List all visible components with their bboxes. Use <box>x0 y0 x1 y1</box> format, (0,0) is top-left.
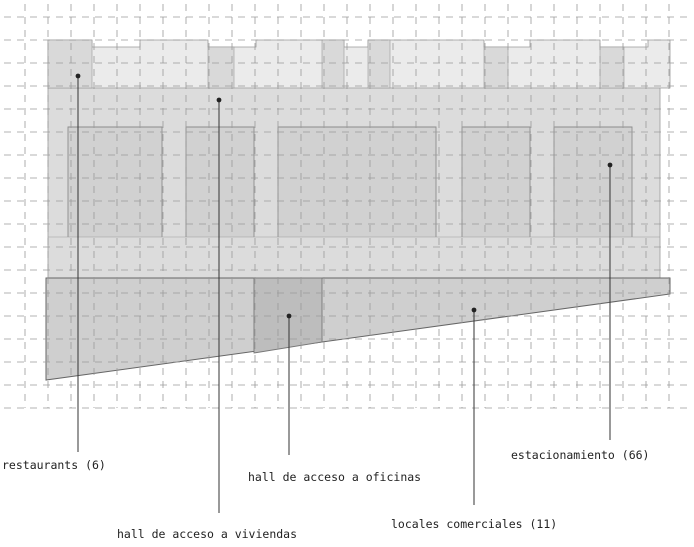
dashed-grid <box>4 4 690 409</box>
callout-dot <box>216 97 222 103</box>
callout-restaurants <box>75 73 81 452</box>
top-band-block-4 <box>367 39 391 89</box>
room-5 <box>553 126 633 237</box>
callout-dot <box>286 313 292 319</box>
label-locales: locales comerciales (11) <box>391 517 557 531</box>
labels: restaurants (6) hall de acceso a viviend… <box>2 448 649 541</box>
callout-locales <box>471 307 477 505</box>
callout-estacionamiento <box>607 162 613 440</box>
callouts <box>75 73 613 513</box>
callout-dot <box>607 162 613 168</box>
building-massing <box>45 39 671 381</box>
label-hall-oficinas: hall de acceso a oficinas <box>248 470 421 484</box>
top-band-block-5 <box>483 46 509 89</box>
room-4 <box>461 126 531 237</box>
label-restaurants: restaurants (6) <box>2 458 106 472</box>
callout-dot <box>75 73 81 79</box>
callout-dot <box>471 307 477 313</box>
parking-rooms <box>67 126 633 237</box>
room-3 <box>277 126 437 237</box>
room-1 <box>67 126 163 237</box>
top-band-block-6 <box>599 46 625 89</box>
top-band-block-1 <box>47 39 93 89</box>
top-band-block-3 <box>321 39 345 89</box>
label-hall-viviendas: hall de acceso a viviendas <box>117 527 297 541</box>
top-band-block-2 <box>207 46 235 89</box>
label-estacionamiento: estacionamiento (66) <box>511 448 649 462</box>
callout-hall-oficinas <box>286 313 292 455</box>
room-2 <box>185 126 255 237</box>
callout-hall-viviendas <box>216 97 222 513</box>
